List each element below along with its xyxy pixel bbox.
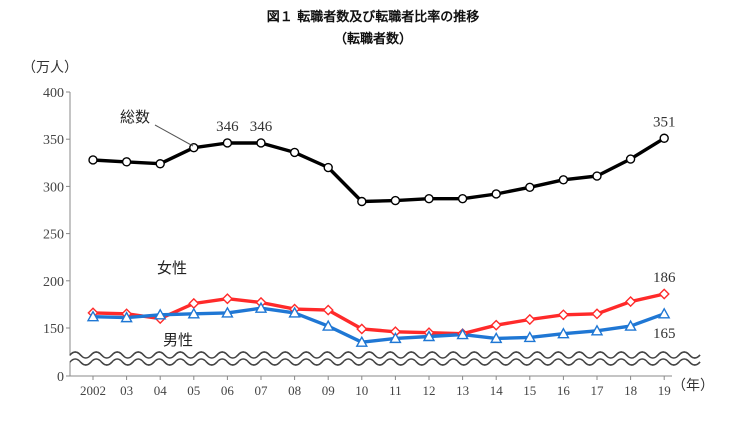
series-line-0 xyxy=(92,136,666,204)
x-tick-label: 18 xyxy=(624,383,637,398)
data-point-triangle xyxy=(120,311,133,323)
data-point-circle xyxy=(659,133,669,143)
data-label: 351 xyxy=(653,114,676,130)
x-tick-label: 15 xyxy=(523,383,536,398)
data-point-circle xyxy=(323,162,333,173)
data-point-triangle xyxy=(288,306,301,318)
data-label: 346 xyxy=(250,119,273,135)
y-tick-label: 200 xyxy=(43,275,64,290)
x-tick-label: 14 xyxy=(490,383,504,398)
data-point-triangle xyxy=(389,331,402,344)
data-point-circle xyxy=(424,193,434,204)
data-point-circle xyxy=(222,138,233,148)
data-point-triangle xyxy=(254,301,268,313)
x-tick-label: 10 xyxy=(355,383,368,398)
x-tick-label: 09 xyxy=(322,383,335,398)
data-point-circle xyxy=(121,157,132,167)
data-point-circle xyxy=(88,155,98,165)
data-point-triangle xyxy=(523,330,536,343)
x-tick-label: 03 xyxy=(120,383,133,398)
data-point-triangle xyxy=(322,319,335,331)
data-point-triangle xyxy=(187,307,200,319)
data-point-circle xyxy=(357,196,367,207)
data-point-diamond xyxy=(221,293,233,305)
data-point-triangle xyxy=(624,319,637,331)
data-point-diamond xyxy=(557,309,569,321)
x-tick-label: 12 xyxy=(423,383,436,398)
data-point-diamond xyxy=(591,308,603,320)
series-label-male: 男性 xyxy=(163,331,193,349)
data-point-triangle xyxy=(422,330,436,342)
data-point-triangle xyxy=(221,306,234,318)
data-point-triangle xyxy=(355,335,368,347)
x-tick-label: 17 xyxy=(591,383,605,398)
series-markers xyxy=(86,133,671,347)
data-point-diamond xyxy=(625,295,637,308)
x-tick-label: 07 xyxy=(255,383,269,398)
data-point-diamond xyxy=(658,288,670,300)
data-label: 165 xyxy=(653,326,676,342)
data-point-circle xyxy=(592,171,602,181)
y-tick-label: 150 xyxy=(43,322,64,337)
axis-break-gap xyxy=(60,356,686,362)
data-point-triangle xyxy=(658,307,671,319)
axis-break-line-0 xyxy=(69,351,701,359)
series-lines xyxy=(92,136,666,344)
data-point-diamond xyxy=(322,304,334,316)
y-axis-unit: （万人） xyxy=(22,60,78,76)
axis-break xyxy=(60,351,701,366)
data-point-circle xyxy=(625,154,636,164)
series-line-1 xyxy=(92,292,665,336)
data-point-circle xyxy=(525,182,535,193)
data-point-circle xyxy=(390,195,401,206)
data-point-triangle xyxy=(456,328,469,340)
y-tick-label: 250 xyxy=(43,228,64,243)
x-tick-label: 05 xyxy=(187,383,200,398)
chart-title: 図１ 転職者数及び転職者比率の推移 xyxy=(266,10,480,25)
data-point-triangle xyxy=(590,324,604,336)
x-axis-unit: （年） xyxy=(672,378,714,394)
data-point-triangle xyxy=(86,310,100,322)
data-point-circle xyxy=(256,138,266,148)
x-tick-label: 11 xyxy=(389,383,402,398)
series-label-leader xyxy=(154,124,194,147)
y-tick-label: 300 xyxy=(43,180,64,195)
x-tick-label: 16 xyxy=(557,383,571,398)
series-label-total: 総数 xyxy=(120,108,150,126)
data-point-triangle xyxy=(490,331,503,344)
y-tick-label: 400 xyxy=(43,86,64,101)
data-point-diamond xyxy=(524,313,536,326)
x-tick-label: 06 xyxy=(221,383,235,398)
data-label: 346 xyxy=(216,119,239,135)
data-point-circle xyxy=(457,193,468,204)
x-tick-label: 13 xyxy=(456,383,469,398)
data-point-diamond xyxy=(356,323,368,335)
data-point-triangle xyxy=(154,308,167,320)
y-tick-label: 0 xyxy=(57,370,64,385)
data-point-circle xyxy=(491,189,501,199)
data-point-triangle xyxy=(557,327,570,339)
y-tick-label: 350 xyxy=(43,133,64,148)
chart-subtitle: （転職者数） xyxy=(333,32,412,47)
series-label-female: 女性 xyxy=(157,259,187,277)
x-tick-label: 19 xyxy=(658,383,671,398)
data-point-circle xyxy=(289,147,300,158)
data-point-circle xyxy=(155,159,165,169)
x-tick-label: 04 xyxy=(154,383,168,398)
axis-break-line-1 xyxy=(69,358,701,366)
data-label: 186 xyxy=(653,270,676,286)
axes: 0 150 200 250 300 350 400 2002 03 04 05 06 07 08 09 10 1… xyxy=(43,86,672,398)
x-tick-label: 2002 xyxy=(80,383,106,398)
data-point-diamond xyxy=(490,319,502,331)
x-tick-label: 08 xyxy=(288,383,301,398)
data-point-circle xyxy=(558,175,569,185)
series-line-2 xyxy=(92,306,665,344)
